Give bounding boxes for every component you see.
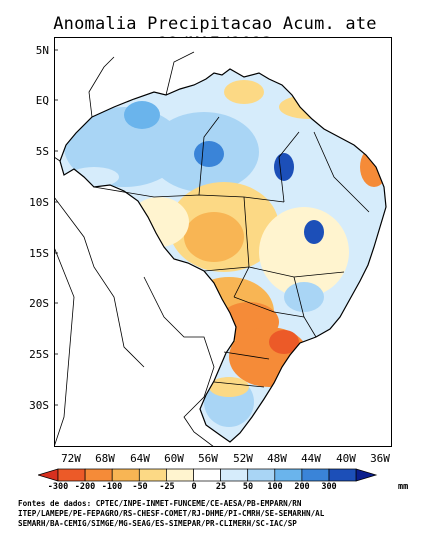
- lon-label: 40W: [336, 452, 356, 465]
- lon-label: 68W: [95, 452, 115, 465]
- colorbar-box: [138, 468, 167, 482]
- lat-label: 10S: [29, 196, 49, 209]
- colorbar-label: -100: [101, 482, 123, 492]
- brazil-border: [59, 68, 387, 443]
- lon-label: 60W: [164, 452, 184, 465]
- colorbar-box: [328, 468, 357, 482]
- colorbar-label: 0: [191, 482, 197, 492]
- colorbar-label: 200: [294, 482, 310, 492]
- colorbar-label: 50: [242, 482, 254, 492]
- colorbar-box: [166, 468, 194, 482]
- lon-label: 48W: [267, 452, 287, 465]
- sources-line-3: SEMARH/BA-CEMIG/SIMGE/MG-SEAG/ES-SIMEPAR…: [18, 519, 297, 528]
- lon-label: 52W: [233, 452, 253, 465]
- colorbar-label: 100: [267, 482, 283, 492]
- sources-line-2: ITEP/LAMEPE/PE-FEPAGRO/RS-CHESF-COMET/RJ…: [18, 509, 325, 518]
- lat-label: 5N: [35, 44, 49, 57]
- precipitation-anomaly-map: [54, 37, 392, 447]
- colorbar-box: [193, 468, 221, 482]
- sources-line-1: Fontes de dados: CPTEC/INPE-INMET-FUNCEM…: [18, 499, 302, 508]
- lat-label: 15S: [29, 247, 49, 260]
- lon-label: 36W: [370, 452, 390, 465]
- colorbar: [38, 468, 378, 482]
- lat-label: 30S: [29, 399, 49, 412]
- lat-label: 20S: [29, 297, 49, 310]
- colorbar-unit: mm: [398, 482, 409, 492]
- map-frame: [54, 37, 392, 447]
- colorbar-label: -25: [159, 482, 175, 492]
- colorbar-label: 300: [321, 482, 337, 492]
- lat-label: EQ: [35, 94, 49, 107]
- lon-label: 64W: [130, 452, 150, 465]
- colorbar-box: [301, 468, 330, 482]
- colorbar-box: [247, 468, 276, 482]
- lon-label: 56W: [198, 452, 218, 465]
- lat-label: 25S: [29, 348, 49, 361]
- colorbar-box: [57, 468, 86, 482]
- colorbar-label: -200: [74, 482, 96, 492]
- lat-label: 5S: [35, 145, 49, 158]
- lon-label: 44W: [301, 452, 321, 465]
- colorbar-arrow-right: [355, 468, 378, 482]
- colorbar-box: [111, 468, 140, 482]
- data-sources: Fontes de dados: CPTEC/INPE-INMET-FUNCEM…: [18, 499, 428, 529]
- colorbar-box: [220, 468, 249, 482]
- colorbar-box: [84, 468, 113, 482]
- colorbar-label: -300: [47, 482, 69, 492]
- colorbar-label: -50: [132, 482, 148, 492]
- colorbar-box: [274, 468, 303, 482]
- lon-label: 72W: [61, 452, 81, 465]
- neighbor-borders: [54, 51, 215, 447]
- colorbar-label: 25: [215, 482, 227, 492]
- state-borders: [93, 116, 370, 388]
- colorbar-arrow-left: [38, 468, 59, 482]
